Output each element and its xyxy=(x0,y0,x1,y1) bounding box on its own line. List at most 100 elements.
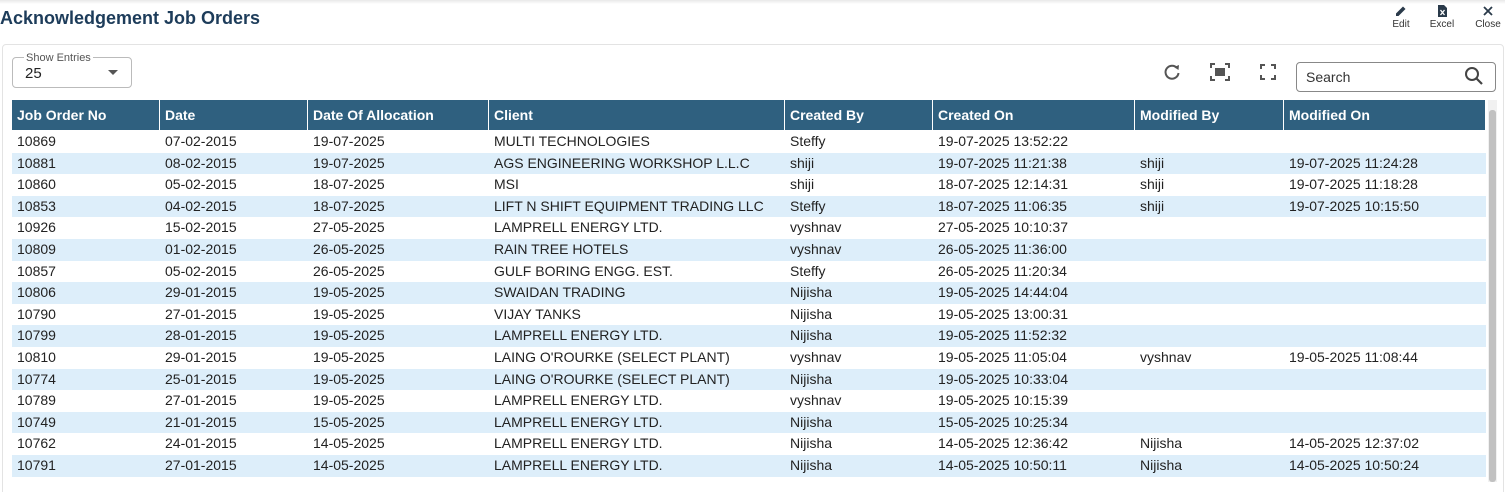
table-cell: 27-01-2015 xyxy=(165,392,237,409)
table-cell: 19-05-2025 xyxy=(313,284,385,301)
scrollbar-thumb[interactable] xyxy=(1489,110,1496,482)
table-row[interactable] xyxy=(12,174,1486,196)
column-header[interactable]: Created By xyxy=(785,100,933,130)
table-cell: LAMPRELL ENERGY LTD. xyxy=(494,413,663,430)
table-cell: 08-02-2015 xyxy=(165,154,237,171)
edit-button[interactable]: Edit xyxy=(1381,4,1421,30)
table-cell: 19-05-2025 xyxy=(313,370,385,387)
table-row[interactable] xyxy=(12,411,1486,434)
top-shadow xyxy=(0,0,1505,4)
table-cell: 19-07-2025 11:18:28 xyxy=(1289,176,1418,193)
close-label: Close xyxy=(1475,19,1501,30)
table-cell: vyshnav xyxy=(1140,349,1192,365)
page-title: Acknowledgement Job Orders xyxy=(0,8,261,28)
close-button[interactable]: Close xyxy=(1468,4,1505,30)
table-row[interactable] xyxy=(12,325,1486,347)
table-cell: 05-02-2015 xyxy=(165,176,237,193)
table-cell: 26-05-2025 11:36:00 xyxy=(938,241,1067,257)
table-row[interactable] xyxy=(12,455,1486,477)
column-header[interactable]: Job Order No xyxy=(12,100,160,130)
table-cell: LAMPRELL ENERGY LTD. xyxy=(494,457,663,473)
table-cell: 19-05-2025 xyxy=(313,305,385,322)
table-cell: 19-05-2025 11:05:04 xyxy=(938,349,1067,365)
table-cell: 27-01-2015 xyxy=(165,305,237,322)
table-cell: LAMPRELL ENERGY LTD. xyxy=(494,327,663,344)
column-header[interactable]: Modified On xyxy=(1284,100,1486,130)
fit-button[interactable] xyxy=(1209,62,1231,82)
column-header[interactable]: Date Of Allocation xyxy=(308,100,489,130)
table-cell: 19-05-2025 11:52:32 xyxy=(938,327,1067,344)
table-cell: 10809 xyxy=(17,241,56,257)
table-row[interactable] xyxy=(12,195,1486,218)
excel-button[interactable]: Excel xyxy=(1422,4,1462,30)
table-row[interactable] xyxy=(12,347,1486,369)
table-cell: 29-01-2015 xyxy=(165,349,237,365)
table-cell: VIJAY TANKS xyxy=(494,305,581,322)
table-cell: 10799 xyxy=(17,327,56,344)
table-row[interactable] xyxy=(12,152,1486,175)
table-row[interactable] xyxy=(12,390,1486,412)
table-cell: 21-01-2015 xyxy=(165,413,237,430)
table-cell: Nijisha xyxy=(790,457,833,473)
table-cell: 14-05-2025 10:50:24 xyxy=(1289,457,1419,473)
table-row[interactable] xyxy=(12,239,1486,261)
table-row[interactable] xyxy=(12,303,1486,326)
panel xyxy=(2,44,1504,492)
table-cell: 19-07-2025 13:52:22 xyxy=(938,133,1068,149)
table-cell: 15-05-2025 10:25:34 xyxy=(938,413,1068,430)
table-cell: 19-05-2025 13:00:31 xyxy=(938,305,1068,322)
table-cell: 19-05-2025 xyxy=(313,392,385,409)
table-cell: 18-07-2025 11:06:35 xyxy=(938,197,1067,214)
table-cell: vyshnav xyxy=(790,219,842,236)
table-cell: 19-07-2025 10:15:50 xyxy=(1289,197,1419,214)
excel-icon xyxy=(1438,5,1447,17)
table-cell: 15-02-2015 xyxy=(165,219,237,236)
table-cell: 10774 xyxy=(17,370,56,387)
table-cell: 26-05-2025 xyxy=(313,241,385,257)
column-header[interactable]: Modified By xyxy=(1135,100,1284,130)
table-row[interactable] xyxy=(12,217,1486,239)
table-cell: 19-07-2025 11:24:28 xyxy=(1289,154,1418,171)
table-cell: MULTI TECHNOLOGIES xyxy=(494,133,650,149)
table-cell: LAING O'ROURKE (SELECT PLANT) xyxy=(494,349,730,365)
column-header[interactable]: Created On xyxy=(933,100,1135,130)
table-cell: vyshnav xyxy=(790,349,842,365)
dropdown-arrow xyxy=(108,70,118,75)
table-cell: Steffy xyxy=(790,262,826,279)
table-cell: 01-02-2015 xyxy=(165,241,237,257)
table-row[interactable] xyxy=(12,433,1486,455)
table-cell: Nijisha xyxy=(790,305,833,322)
table-cell: 19-05-2025 xyxy=(313,349,385,365)
table-cell: LIFT N SHIFT EQUIPMENT TRADING LLC xyxy=(494,197,764,214)
table-cell: 15-05-2025 xyxy=(313,413,385,430)
fullscreen-button[interactable] xyxy=(1259,63,1277,81)
table-row[interactable] xyxy=(12,131,1486,153)
column-header[interactable]: Date xyxy=(160,100,308,130)
refresh-button[interactable] xyxy=(1162,62,1182,82)
table-row[interactable] xyxy=(12,260,1486,283)
table-cell: Nijisha xyxy=(790,327,833,344)
table-cell: 26-05-2025 11:20:34 xyxy=(938,262,1067,279)
show-entries-label: Show Entries xyxy=(24,52,93,64)
search-box[interactable] xyxy=(1296,62,1496,92)
table-cell: 10860 xyxy=(17,176,56,193)
table-cell: Nijisha xyxy=(790,284,833,301)
table-cell: 04-02-2015 xyxy=(165,197,237,214)
table-cell: vyshnav xyxy=(790,392,842,409)
table-cell: 10791 xyxy=(17,457,56,473)
table-cell: 27-05-2025 xyxy=(313,219,385,236)
table-cell: 10762 xyxy=(17,435,56,452)
table-cell: 19-07-2025 xyxy=(313,154,385,171)
table-cell: 14-05-2025 12:37:02 xyxy=(1289,435,1419,452)
table-cell: 27-01-2015 xyxy=(165,457,237,473)
edit-icon xyxy=(1396,6,1406,16)
table-cell: 14-05-2025 xyxy=(313,435,385,452)
table-cell: Nijisha xyxy=(1140,435,1183,452)
table-cell: LAMPRELL ENERGY LTD. xyxy=(494,219,663,236)
table-row[interactable] xyxy=(12,282,1486,304)
table-cell: 19-05-2025 xyxy=(313,327,385,344)
table-cell: 18-07-2025 xyxy=(313,197,385,214)
table-row[interactable] xyxy=(12,368,1486,391)
column-header[interactable]: Client xyxy=(489,100,785,130)
